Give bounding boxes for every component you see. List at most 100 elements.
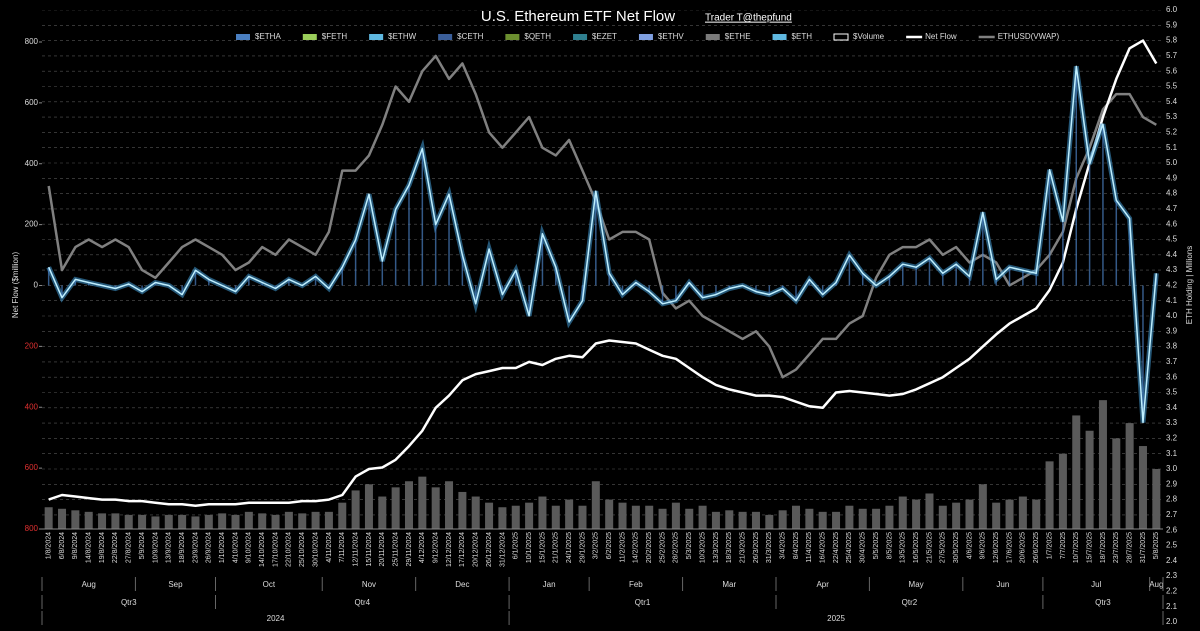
- volume-bar: [631, 505, 640, 529]
- y2-tick-label: 5.4: [1166, 97, 1178, 106]
- x-tick-label: 10/9/2024: [152, 532, 159, 563]
- volume-bar: [471, 496, 480, 529]
- month-label: Jan: [543, 580, 556, 589]
- x-tick-label: 22/8/2024: [112, 532, 119, 563]
- volume-bar: [952, 502, 961, 529]
- x-tick-label: 6/2/2025: [606, 532, 613, 559]
- volume-bar: [311, 511, 320, 529]
- volume-bar: [1125, 423, 1134, 529]
- x-tick-label: 5/3/2025: [686, 532, 693, 559]
- y2-tick-label: 2.5: [1166, 541, 1178, 550]
- y2-tick-label: 4.8: [1166, 189, 1178, 198]
- legend-label: Net Flow: [925, 32, 957, 41]
- legend-label: $ETHE: [725, 32, 751, 41]
- volume-bar: [885, 505, 894, 529]
- volume-bar: [324, 511, 333, 529]
- volume-bar: [711, 511, 720, 529]
- x-tick-label: 26/3/2025: [753, 532, 760, 563]
- x-tick-label: 17/10/2024: [272, 532, 279, 567]
- volume-bar: [418, 476, 427, 529]
- volume-bar: [832, 511, 841, 529]
- y2-axis-label: ETH Holding | Millions: [1185, 246, 1194, 325]
- x-tick-label: 25/10/2024: [299, 532, 306, 567]
- volume-bar: [925, 493, 934, 529]
- legend-swatch: [573, 34, 588, 40]
- x-tick-label: 23/7/2025: [1113, 532, 1120, 563]
- x-tick-label: 27/8/2024: [126, 532, 133, 563]
- legend-swatch: [236, 34, 250, 40]
- volume-bar: [938, 505, 947, 529]
- y2-tick-label: 5.6: [1166, 66, 1178, 75]
- x-tick-label: 31/3/2025: [766, 532, 773, 563]
- x-tick-label: 4/10/2024: [232, 532, 239, 563]
- plot-area: [42, 10, 1163, 529]
- x-tick-label: 20/11/2024: [379, 532, 386, 567]
- volume-bar: [1138, 446, 1147, 529]
- x-tick-label: 20/6/2025: [1020, 532, 1027, 563]
- x-tick-label: 21/5/2025: [926, 532, 933, 563]
- legend-label: $ETHA: [255, 32, 281, 41]
- x-tick-label: 30/4/2025: [860, 532, 867, 563]
- volume-bar: [498, 507, 507, 529]
- x-tick-label: 26/9/2024: [206, 532, 213, 563]
- volume-bar: [458, 491, 467, 529]
- volume-bar: [164, 514, 173, 529]
- x-tick-label: 4/11/2024: [326, 532, 333, 563]
- legend-label: $ETHV: [658, 32, 684, 41]
- volume-bar: [605, 499, 614, 529]
- y2-tick-label: 3.9: [1166, 326, 1178, 335]
- quarter-label: Qtr4: [355, 598, 371, 607]
- legend-label: $ETHW: [388, 32, 416, 41]
- year-label: 2024: [267, 614, 285, 623]
- month-label: Feb: [629, 580, 643, 589]
- volume-bar: [645, 505, 654, 529]
- y2-tick-label: 2.6: [1166, 525, 1178, 534]
- y2-tick-label: 4.3: [1166, 265, 1178, 274]
- month-label: Mar: [722, 580, 736, 589]
- x-tick-label: 3/2/2025: [593, 532, 600, 559]
- quarter-label: Qtr3: [1095, 598, 1111, 607]
- x-tick-label: 6/1/2025: [513, 532, 520, 559]
- legend-label: $Volume: [853, 32, 885, 41]
- volume-bar: [778, 510, 787, 529]
- y-tick-label: 400: [25, 159, 39, 168]
- volume-bar: [658, 508, 667, 529]
- volume-bar: [218, 513, 227, 529]
- volume-bar: [431, 487, 440, 529]
- x-tick-label: 7/7/2025: [1060, 532, 1067, 559]
- x-tick-label: 10/3/2025: [699, 532, 706, 563]
- x-tick-label: 5/9/2024: [139, 532, 146, 559]
- x-tick-label: 25/2/2025: [659, 532, 666, 563]
- y2-tick-label: 5.8: [1166, 36, 1178, 45]
- y2-tick-label: 5.1: [1166, 143, 1178, 152]
- x-tick-label: 13/3/2025: [713, 532, 720, 563]
- x-tick-label: 21/3/2025: [739, 532, 746, 563]
- volume-bar: [178, 514, 187, 529]
- volume-bar: [244, 511, 253, 529]
- y2-tick-label: 3.2: [1166, 434, 1178, 443]
- volume-bar: [858, 508, 867, 529]
- volume-bar: [698, 505, 707, 529]
- volume-bar: [685, 508, 694, 529]
- quarter-label: Qtr3: [121, 598, 137, 607]
- volume-bar: [485, 502, 494, 529]
- volume-bar: [765, 514, 774, 529]
- x-tick-label: 16/5/2025: [913, 532, 920, 563]
- volume-bar: [1058, 453, 1067, 529]
- quarter-label: Qtr1: [635, 598, 651, 607]
- x-tick-label: 31/7/2025: [1140, 532, 1147, 563]
- line: [48, 39, 1158, 507]
- x-tick-label: 3/4/2025: [780, 532, 787, 559]
- x-tick-label: 12/6/2025: [993, 532, 1000, 563]
- volume-bar: [351, 490, 360, 529]
- x-tick-label: 22/10/2024: [286, 532, 293, 567]
- volume-bar: [445, 481, 454, 529]
- volume-bar: [204, 514, 213, 529]
- x-tick-label: 10/1/2025: [526, 532, 533, 563]
- volume-bar: [1072, 415, 1081, 529]
- x-tick-label: 25/4/2025: [846, 532, 853, 563]
- x-tick-label: 20/2/2025: [646, 532, 653, 563]
- x-tick-label: 29/1/2025: [579, 532, 586, 563]
- x-tick-label: 4/12/2024: [419, 532, 426, 563]
